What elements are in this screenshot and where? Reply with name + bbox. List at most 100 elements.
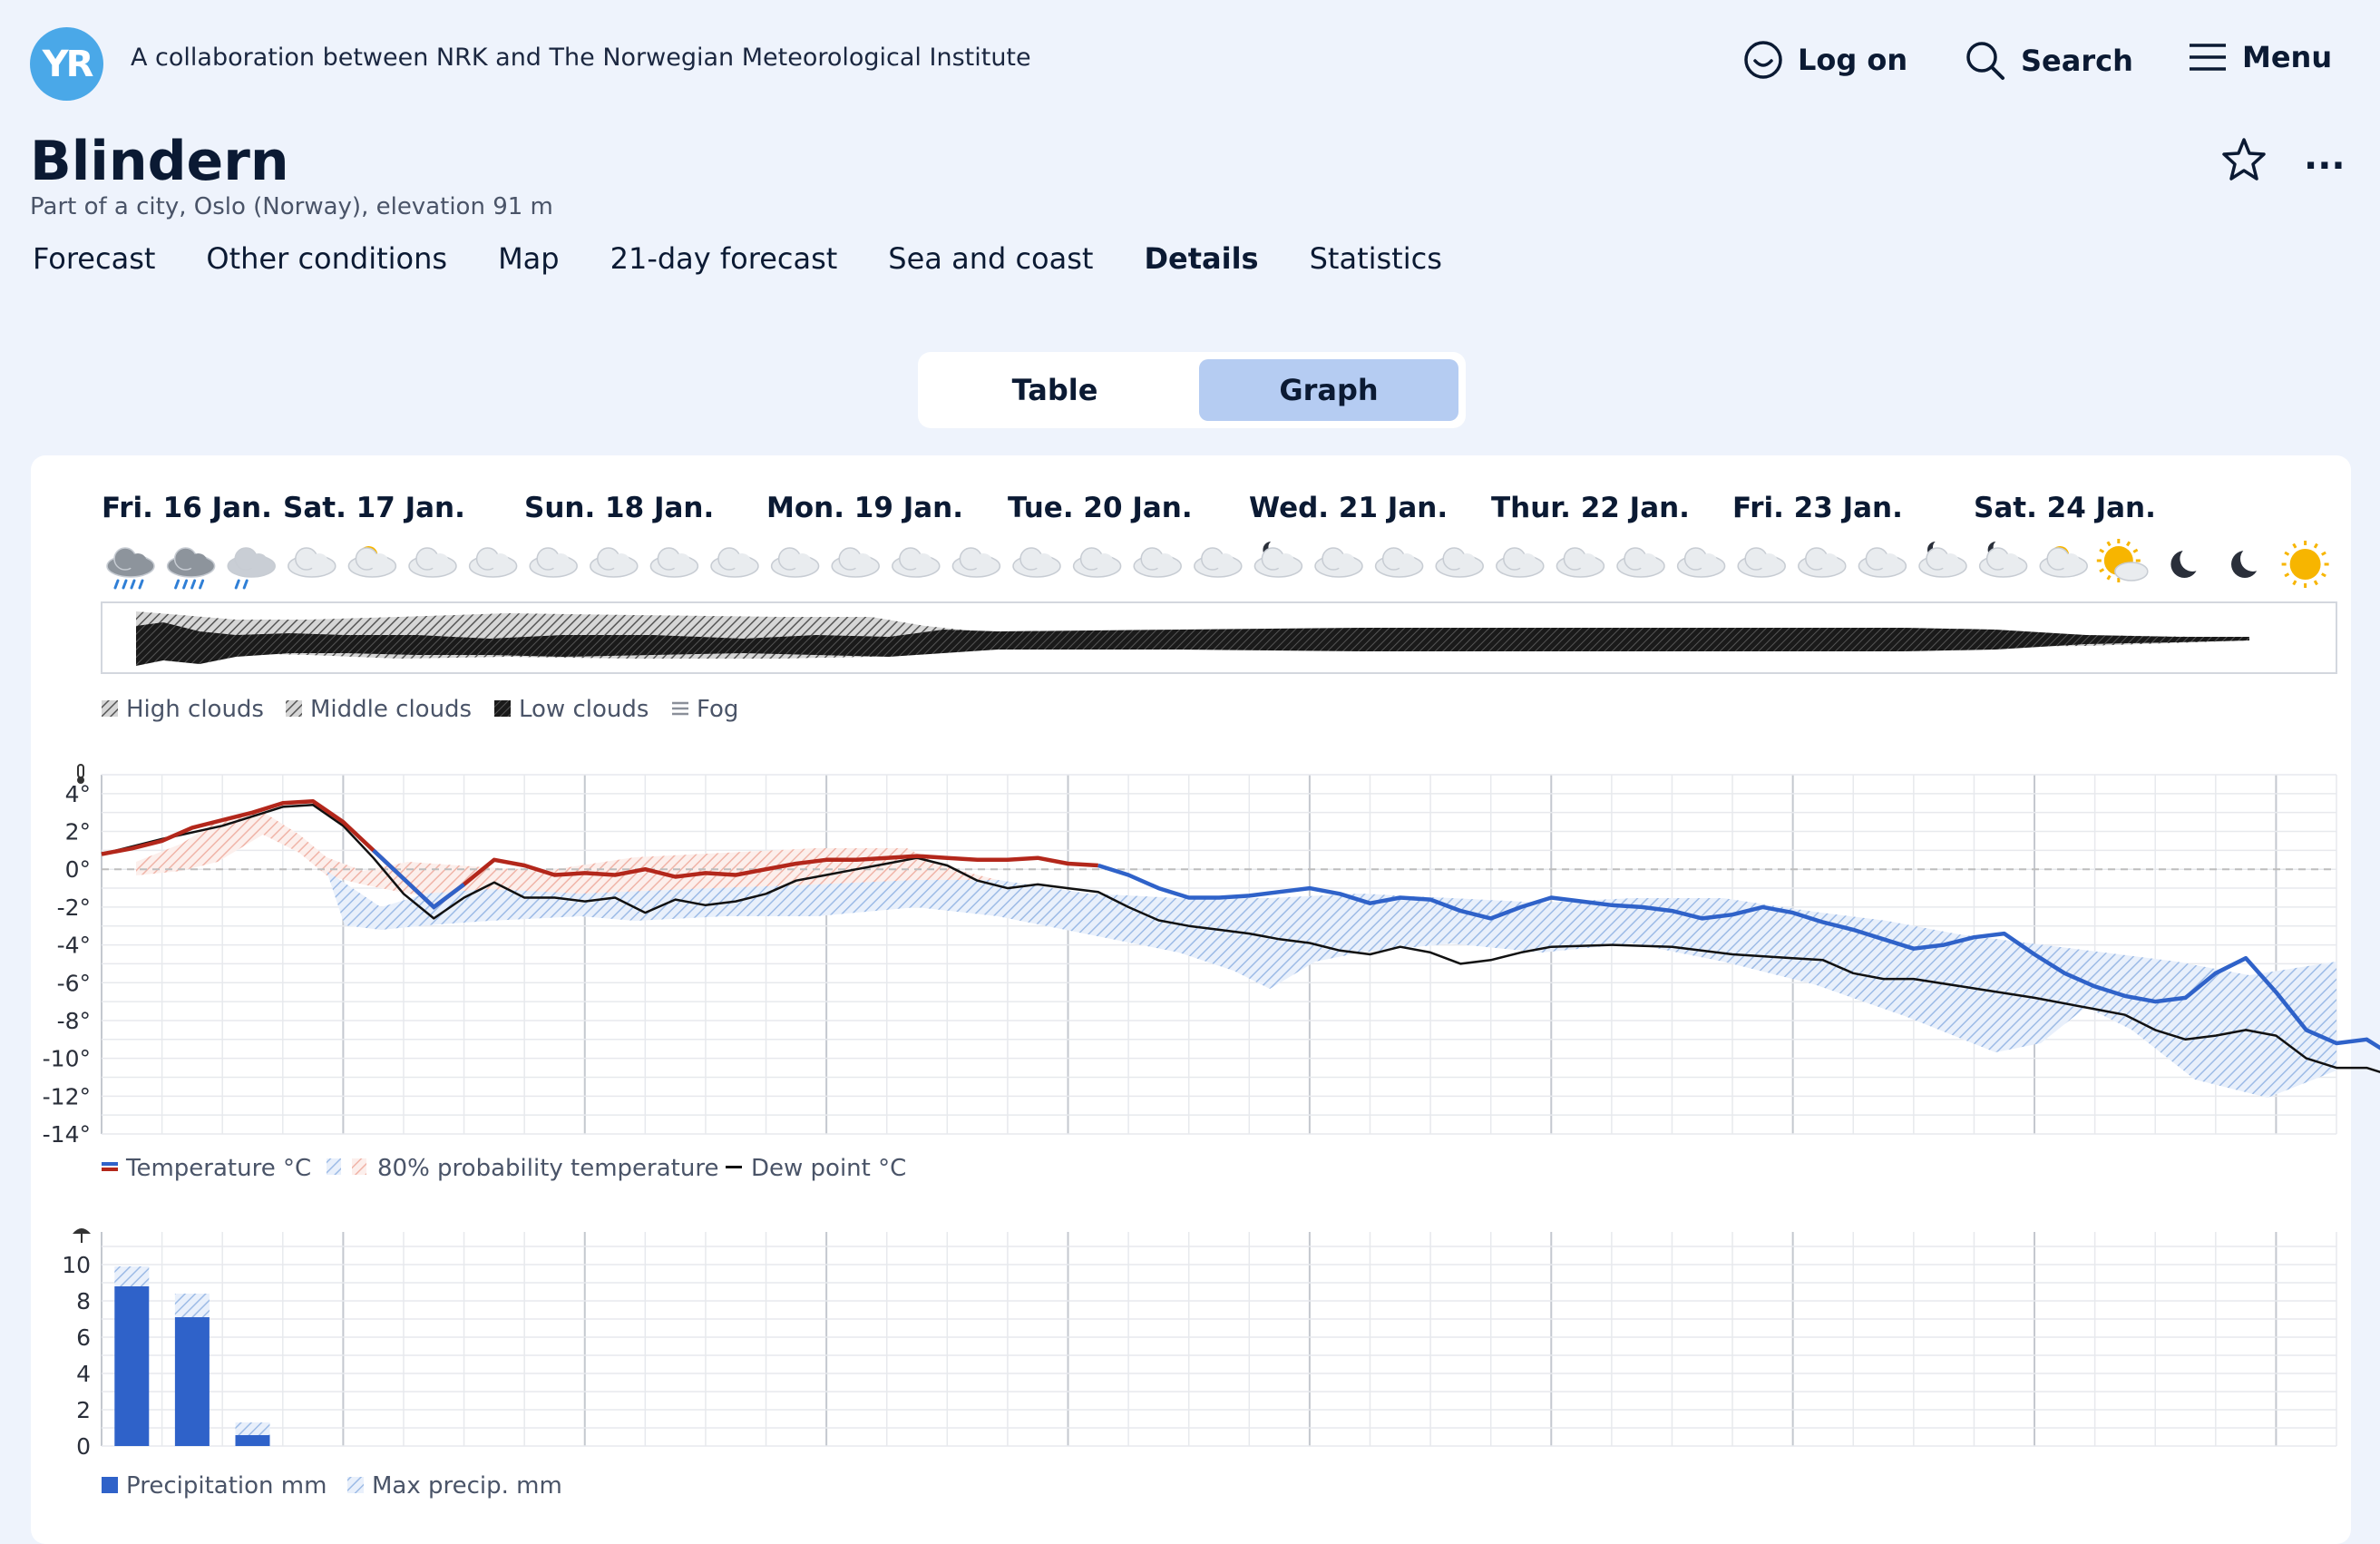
precipitation-legend: Precipitation mm Max precip. mm [102, 1472, 562, 1500]
y-tick-label: 4 [76, 1361, 91, 1387]
cloudy-icon [1435, 547, 1484, 578]
cloudy-icon [408, 547, 457, 578]
temperature-points [372, 848, 465, 910]
cloudy-icon [1194, 547, 1243, 578]
legend-precipitation: Precipitation mm [126, 1472, 327, 1500]
max-precip-bar [174, 1294, 210, 1317]
legend-low-clouds: Low clouds [519, 696, 649, 723]
temp-cold-swatch [102, 1162, 118, 1166]
clear-night-icon [2170, 546, 2206, 578]
clear-sun-icon [2281, 541, 2329, 588]
day-label: Wed. 21 Jan. [1249, 492, 1448, 524]
location-tabs: Forecast Other conditions Map 21-day for… [33, 241, 1493, 276]
cloudy-icon [1374, 547, 1424, 578]
y-tick-label: -10° [43, 1046, 91, 1072]
cloudy-icon [288, 547, 337, 578]
yr-logo[interactable]: YR [30, 27, 103, 101]
day-label: Sun. 18 Jan. [524, 492, 714, 524]
precipitation-grid [101, 1232, 2337, 1447]
day-label: Mon. 19 Jan. [766, 492, 963, 524]
login-button[interactable]: Log on [1743, 40, 1907, 80]
cloudy-icon [1012, 547, 1061, 578]
max-precip-bar [235, 1422, 270, 1435]
temperature-line-above-zero [101, 798, 1098, 910]
y-tick-label: 6 [76, 1324, 91, 1351]
tagline: A collaboration between NRK and The Norw… [131, 44, 1031, 72]
tab-21-day-forecast[interactable]: 21-day forecast [610, 241, 838, 276]
precipitation-swatch [102, 1477, 118, 1493]
cloudy-icon [529, 547, 578, 578]
low-clouds-swatch [494, 700, 511, 717]
cloudy-icon [1737, 547, 1786, 578]
legend-probability-temperature: 80% probability temperature [377, 1155, 718, 1182]
more-options-icon[interactable]: ··· [2304, 145, 2346, 187]
temperature-chart: 4° 2° 0° -2° -4° -6° -8° -10° -12° -14° [43, 764, 2380, 1148]
y-tick-label: -14° [43, 1121, 91, 1148]
precip-bar [174, 1317, 210, 1446]
y-tick-label: -4° [57, 933, 91, 959]
legend-fog: Fog [697, 696, 738, 723]
y-tick-label: 0 [76, 1433, 91, 1460]
cloudy-icon [1616, 547, 1665, 578]
day-label: Fri. 23 Jan. [1732, 492, 1903, 524]
low-clouds-area [136, 622, 2249, 666]
umbrella-icon [73, 1228, 91, 1243]
weather-symbols-row [106, 539, 2329, 590]
tab-statistics[interactable]: Statistics [1309, 241, 1442, 276]
cloudy-icon [590, 547, 639, 578]
tab-details[interactable]: Details [1144, 241, 1259, 276]
heavy-rain-icon [166, 547, 216, 590]
legend-middle-clouds: Middle clouds [310, 696, 472, 723]
legend-max-precip: Max precip. mm [372, 1472, 562, 1500]
y-tick-label: -8° [57, 1008, 91, 1034]
temperature-y-axis: 4° 2° 0° -2° -4° -6° -8° -10° -12° -14° [43, 781, 91, 1148]
light-rain-icon [227, 547, 276, 590]
location-title: Blindern [30, 130, 289, 193]
cloudy-icon [1133, 547, 1182, 578]
high-clouds-swatch [102, 700, 118, 717]
tab-forecast[interactable]: Forecast [33, 241, 156, 276]
login-label: Log on [1798, 43, 1908, 77]
search-icon [1966, 42, 2004, 80]
cloudy-icon [892, 547, 941, 578]
y-tick-label: 8 [76, 1288, 91, 1314]
favorite-star-icon[interactable] [2220, 136, 2268, 183]
tab-other-conditions[interactable]: Other conditions [206, 241, 448, 276]
menu-button[interactable]: Menu [2188, 40, 2332, 74]
legend-temperature: Temperature °C [125, 1155, 311, 1182]
probability-warm-swatch [352, 1158, 366, 1175]
temperature-legend: Temperature °C 80% probability temperatu… [102, 1155, 906, 1182]
y-tick-label: -2° [57, 894, 91, 921]
probability-band-warm [136, 812, 998, 907]
day-label: Thur. 22 Jan. [1491, 492, 1690, 524]
temperature-line-below-zero [1097, 863, 2380, 1051]
heavy-rain-icon [106, 547, 155, 590]
menu-label: Menu [2242, 40, 2333, 74]
temperature-line-below-zero [372, 848, 465, 910]
y-tick-label: 4° [65, 781, 91, 807]
y-tick-label: 2 [76, 1397, 91, 1423]
cloudy-icon [1798, 547, 1847, 578]
probability-band-cold [327, 871, 2336, 1098]
detail-graphs: Fri. 16 Jan. Sat. 17 Jan. Sun. 18 Jan. M… [43, 492, 2380, 1500]
cloudy-icon [951, 547, 1001, 578]
cloudy-icon [710, 547, 759, 578]
search-button[interactable]: Search [1965, 40, 2133, 82]
y-tick-label: -6° [57, 970, 91, 996]
day-labels: Fri. 16 Jan. Sat. 17 Jan. Sun. 18 Jan. M… [102, 492, 2156, 524]
cloudy-icon [1314, 547, 1363, 578]
cloudy-night-icon [1978, 540, 2028, 578]
max-precip-swatch [347, 1477, 364, 1493]
cloudy-icon [1072, 547, 1122, 578]
day-label: Sat. 24 Jan. [1974, 492, 2156, 524]
tab-map[interactable]: Map [498, 241, 560, 276]
graph-view-button[interactable]: Graph [1199, 359, 1458, 421]
view-toggle: Table Graph [918, 352, 1466, 428]
day-label: Fri. 16 Jan. [102, 492, 272, 524]
cloudy-icon [770, 547, 820, 578]
tab-sea-and-coast[interactable]: Sea and coast [888, 241, 1094, 276]
table-view-button[interactable]: Table [1011, 373, 1098, 407]
cloudy-icon [1556, 547, 1605, 578]
legend-dew-point: Dew point °C [751, 1155, 906, 1182]
cloudy-icon [831, 547, 880, 578]
